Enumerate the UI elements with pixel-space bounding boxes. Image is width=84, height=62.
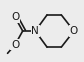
Text: N: N <box>31 26 39 36</box>
Text: O: O <box>70 26 78 36</box>
Text: O: O <box>11 12 19 22</box>
Text: O: O <box>11 40 19 50</box>
